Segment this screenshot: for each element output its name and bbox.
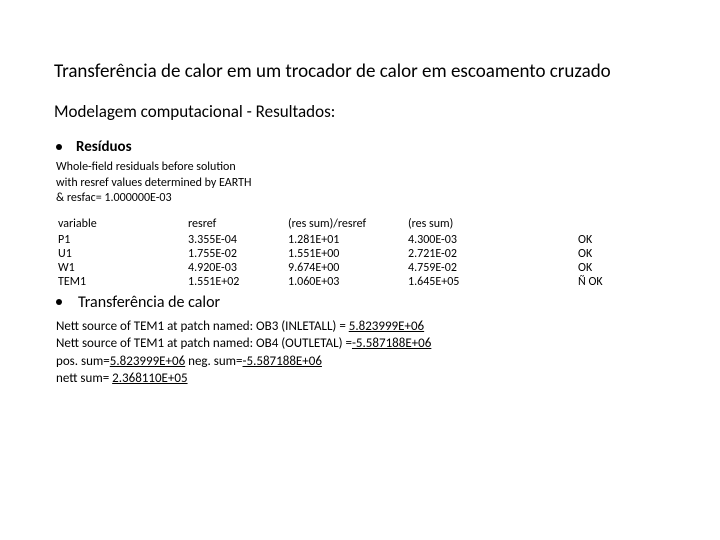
page-title: Transferência de calor em um trocador de…: [54, 60, 670, 83]
residuals-table: variable resref (res sum)/resref (res su…: [58, 217, 670, 289]
bullet-dot-icon: [56, 299, 62, 305]
table-row: TEM1 1.551E+02 1.060E+03 1.645E+05 Ñ OK: [58, 275, 670, 289]
table-row: U1 1.755E-02 1.551E+00 2.721E-02 OK: [58, 247, 670, 261]
cell-var: TEM1: [58, 275, 188, 289]
cell-resref: 1.551E+02: [188, 275, 288, 289]
cell-var: W1: [58, 261, 188, 275]
src4-text: nett sum=: [56, 371, 112, 386]
cell-ratio: 1.060E+03: [288, 275, 408, 289]
bullet-residuos: Resíduos: [54, 138, 670, 156]
desc-line-2: with resref values determined by EARTH: [56, 176, 670, 192]
cell-ratio: 1.551E+00: [288, 247, 408, 261]
src2-val: -5.587188E+06: [352, 336, 431, 351]
source-line-2: Nett source of TEM1 at patch named: OB4 …: [56, 335, 670, 353]
col-ressum: (res sum): [408, 217, 578, 231]
cell-status: OK: [578, 247, 638, 261]
table-row: P1 3.355E-04 1.281E+01 4.300E-03 OK: [58, 233, 670, 247]
cell-ratio: 1.281E+01: [288, 233, 408, 247]
page-subtitle: Modelagem computacional - Resultados:: [54, 101, 670, 122]
source-line-3: pos. sum=5.823999E+06 neg. sum=-5.587188…: [56, 353, 670, 371]
src3-val-a: 5.823999E+06: [110, 354, 185, 369]
cell-resref: 4.920E-03: [188, 261, 288, 275]
src3-text-b: neg. sum=: [185, 354, 242, 369]
desc-line-3: & resfac= 1.000000E-03: [56, 191, 670, 207]
src4-val: 2.368110E+05: [112, 371, 187, 386]
source-line-1: Nett source of TEM1 at patch named: OB3 …: [56, 318, 670, 336]
col-resref: resref: [188, 217, 288, 231]
src3-text-a: pos. sum=: [56, 354, 110, 369]
cell-var: P1: [58, 233, 188, 247]
cell-var: U1: [58, 247, 188, 261]
table-row: W1 4.920E-03 9.674E+00 4.759E-02 OK: [58, 261, 670, 275]
cell-ressum: 2.721E-02: [408, 247, 578, 261]
cell-status: Ñ OK: [578, 275, 638, 289]
src1-text: Nett source of TEM1 at patch named: OB3 …: [56, 319, 349, 334]
cell-ressum: 4.759E-02: [408, 261, 578, 275]
desc-line-1: Whole-field residuals before solution: [56, 160, 670, 176]
bullet-dot-icon: [56, 144, 62, 150]
cell-status: OK: [578, 261, 638, 275]
cell-ratio: 9.674E+00: [288, 261, 408, 275]
cell-resref: 3.355E-04: [188, 233, 288, 247]
cell-resref: 1.755E-02: [188, 247, 288, 261]
bullet-transfer: Transferência de calor: [54, 293, 670, 312]
source-line-4: nett sum= 2.368110E+05: [56, 370, 670, 388]
src3-val-b: -5.587188E+06: [243, 354, 322, 369]
cell-ressum: 1.645E+05: [408, 275, 578, 289]
table-header-row: variable resref (res sum)/resref (res su…: [58, 217, 670, 231]
bullet-transfer-label: Transferência de calor: [78, 293, 220, 312]
col-status: [578, 217, 638, 231]
cell-ressum: 4.300E-03: [408, 233, 578, 247]
col-variable: variable: [58, 217, 188, 231]
col-ratio: (res sum)/resref: [288, 217, 408, 231]
bullet-residuos-label: Resíduos: [76, 138, 132, 156]
src2-text: Nett source of TEM1 at patch named: OB4 …: [56, 336, 352, 351]
cell-status: OK: [578, 233, 638, 247]
src1-val: 5.823999E+06: [349, 319, 424, 334]
